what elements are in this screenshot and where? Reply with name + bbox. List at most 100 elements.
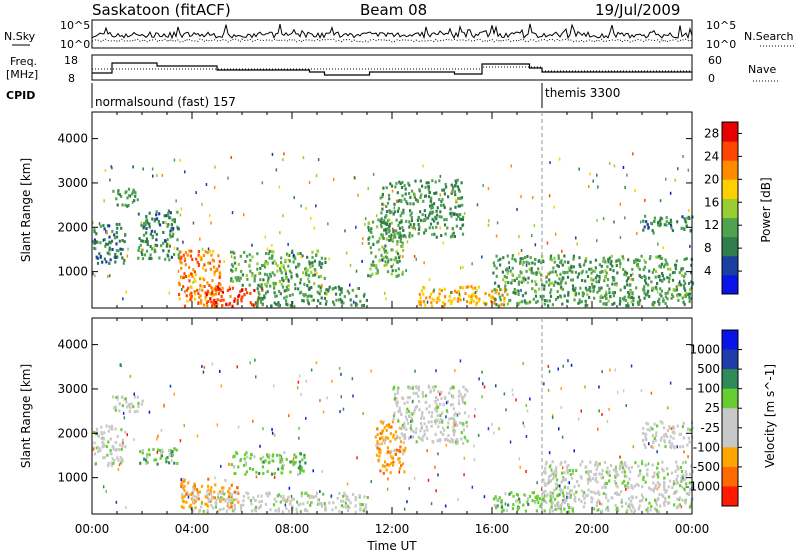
echo-cell	[586, 493, 589, 497]
echo-cell	[193, 290, 196, 294]
echo-cell	[208, 249, 211, 253]
echo-cell	[561, 471, 564, 475]
echo-cell	[637, 507, 640, 511]
echo-cell	[114, 252, 117, 256]
echo-cell	[396, 199, 398, 203]
echo-cell	[680, 268, 683, 272]
echo-cell	[306, 284, 309, 288]
echo-cell	[287, 495, 290, 499]
echo-cell	[259, 298, 262, 302]
echo-cell	[154, 217, 157, 221]
echo-cell	[105, 424, 108, 428]
echo-cell	[276, 264, 279, 268]
echo-cell	[172, 226, 175, 230]
echo-cell	[589, 172, 591, 176]
echo-cell	[656, 466, 659, 470]
echo-cell	[676, 445, 678, 449]
echo-cell	[118, 448, 121, 452]
echo-cell	[682, 476, 684, 480]
echo-cell	[629, 283, 632, 287]
echo-cell	[546, 493, 549, 497]
echo-cell	[111, 229, 114, 233]
echo-cell	[553, 488, 556, 492]
echo-cell	[618, 302, 621, 306]
echo-cell	[561, 491, 565, 495]
echo-cell	[182, 486, 185, 490]
echo-cell	[168, 448, 171, 452]
echo-cell	[363, 506, 367, 510]
echo-cell	[678, 271, 681, 275]
echo-cell	[448, 299, 451, 303]
echo-cell	[666, 291, 669, 295]
echo-cell	[510, 491, 513, 495]
echo-cell	[206, 489, 209, 493]
echo-cell	[528, 495, 532, 498]
echo-cell	[667, 280, 671, 284]
echo-cell	[441, 411, 444, 415]
echo-cell	[525, 435, 528, 438]
echo-cell	[270, 256, 274, 260]
echo-cell	[240, 299, 243, 303]
echo-cell	[568, 268, 571, 272]
echo-cell	[622, 257, 625, 261]
echo-cell	[682, 155, 684, 158]
echo-cell	[448, 391, 451, 395]
echo-cell	[268, 492, 271, 496]
echo-cell	[525, 494, 527, 497]
echo-cell	[136, 410, 139, 413]
velocity-colorbar-segment	[722, 427, 738, 448]
echo-cell	[102, 238, 105, 242]
echo-cell	[405, 428, 408, 431]
echo-cell	[504, 284, 507, 288]
echo-cell	[406, 407, 409, 411]
echo-cell	[245, 470, 248, 474]
echo-cell	[595, 501, 599, 504]
echo-cell	[293, 304, 296, 308]
echo-cell	[340, 291, 343, 294]
echo-cell	[645, 421, 648, 425]
echo-cell	[112, 445, 115, 449]
echo-cell	[143, 233, 146, 237]
echo-cell	[316, 290, 319, 294]
echo-cell	[224, 478, 227, 482]
echo-cell	[210, 300, 213, 304]
echo-cell	[658, 492, 661, 496]
echo-cell	[648, 486, 651, 490]
echo-cell	[383, 247, 386, 251]
echo-cell	[375, 453, 378, 457]
echo-cell	[650, 487, 653, 491]
echo-cell	[542, 490, 545, 494]
echo-cell	[398, 409, 401, 413]
echo-cell	[395, 229, 398, 233]
echo-cell	[102, 456, 105, 460]
echo-cell	[192, 498, 195, 502]
echo-cell	[595, 468, 598, 471]
echo-cell	[614, 469, 617, 473]
echo-cell	[367, 242, 370, 245]
echo-cell	[643, 265, 646, 269]
echo-cell	[260, 494, 263, 498]
echo-cell	[339, 293, 342, 297]
echo-cell	[459, 227, 462, 230]
echo-cell	[217, 292, 220, 296]
echo-cell	[273, 384, 275, 388]
echo-cell	[662, 469, 665, 473]
echo-cell	[536, 494, 539, 498]
echo-cell	[556, 281, 559, 285]
echo-cell	[546, 482, 549, 486]
echo-cell	[308, 274, 311, 278]
echo-cell	[584, 279, 587, 283]
echo-cell	[526, 500, 529, 504]
echo-cell	[560, 405, 562, 409]
echo-cell	[405, 219, 408, 223]
echo-cell	[417, 222, 420, 226]
echo-cell	[384, 215, 387, 219]
echo-cell	[288, 259, 292, 263]
echo-cell	[268, 256, 271, 260]
echo-cell	[211, 506, 214, 510]
echo-cell	[396, 449, 400, 453]
echo-cell	[170, 226, 173, 230]
echo-cell	[661, 279, 664, 283]
echo-cell	[503, 296, 506, 300]
echo-cell	[510, 164, 512, 168]
